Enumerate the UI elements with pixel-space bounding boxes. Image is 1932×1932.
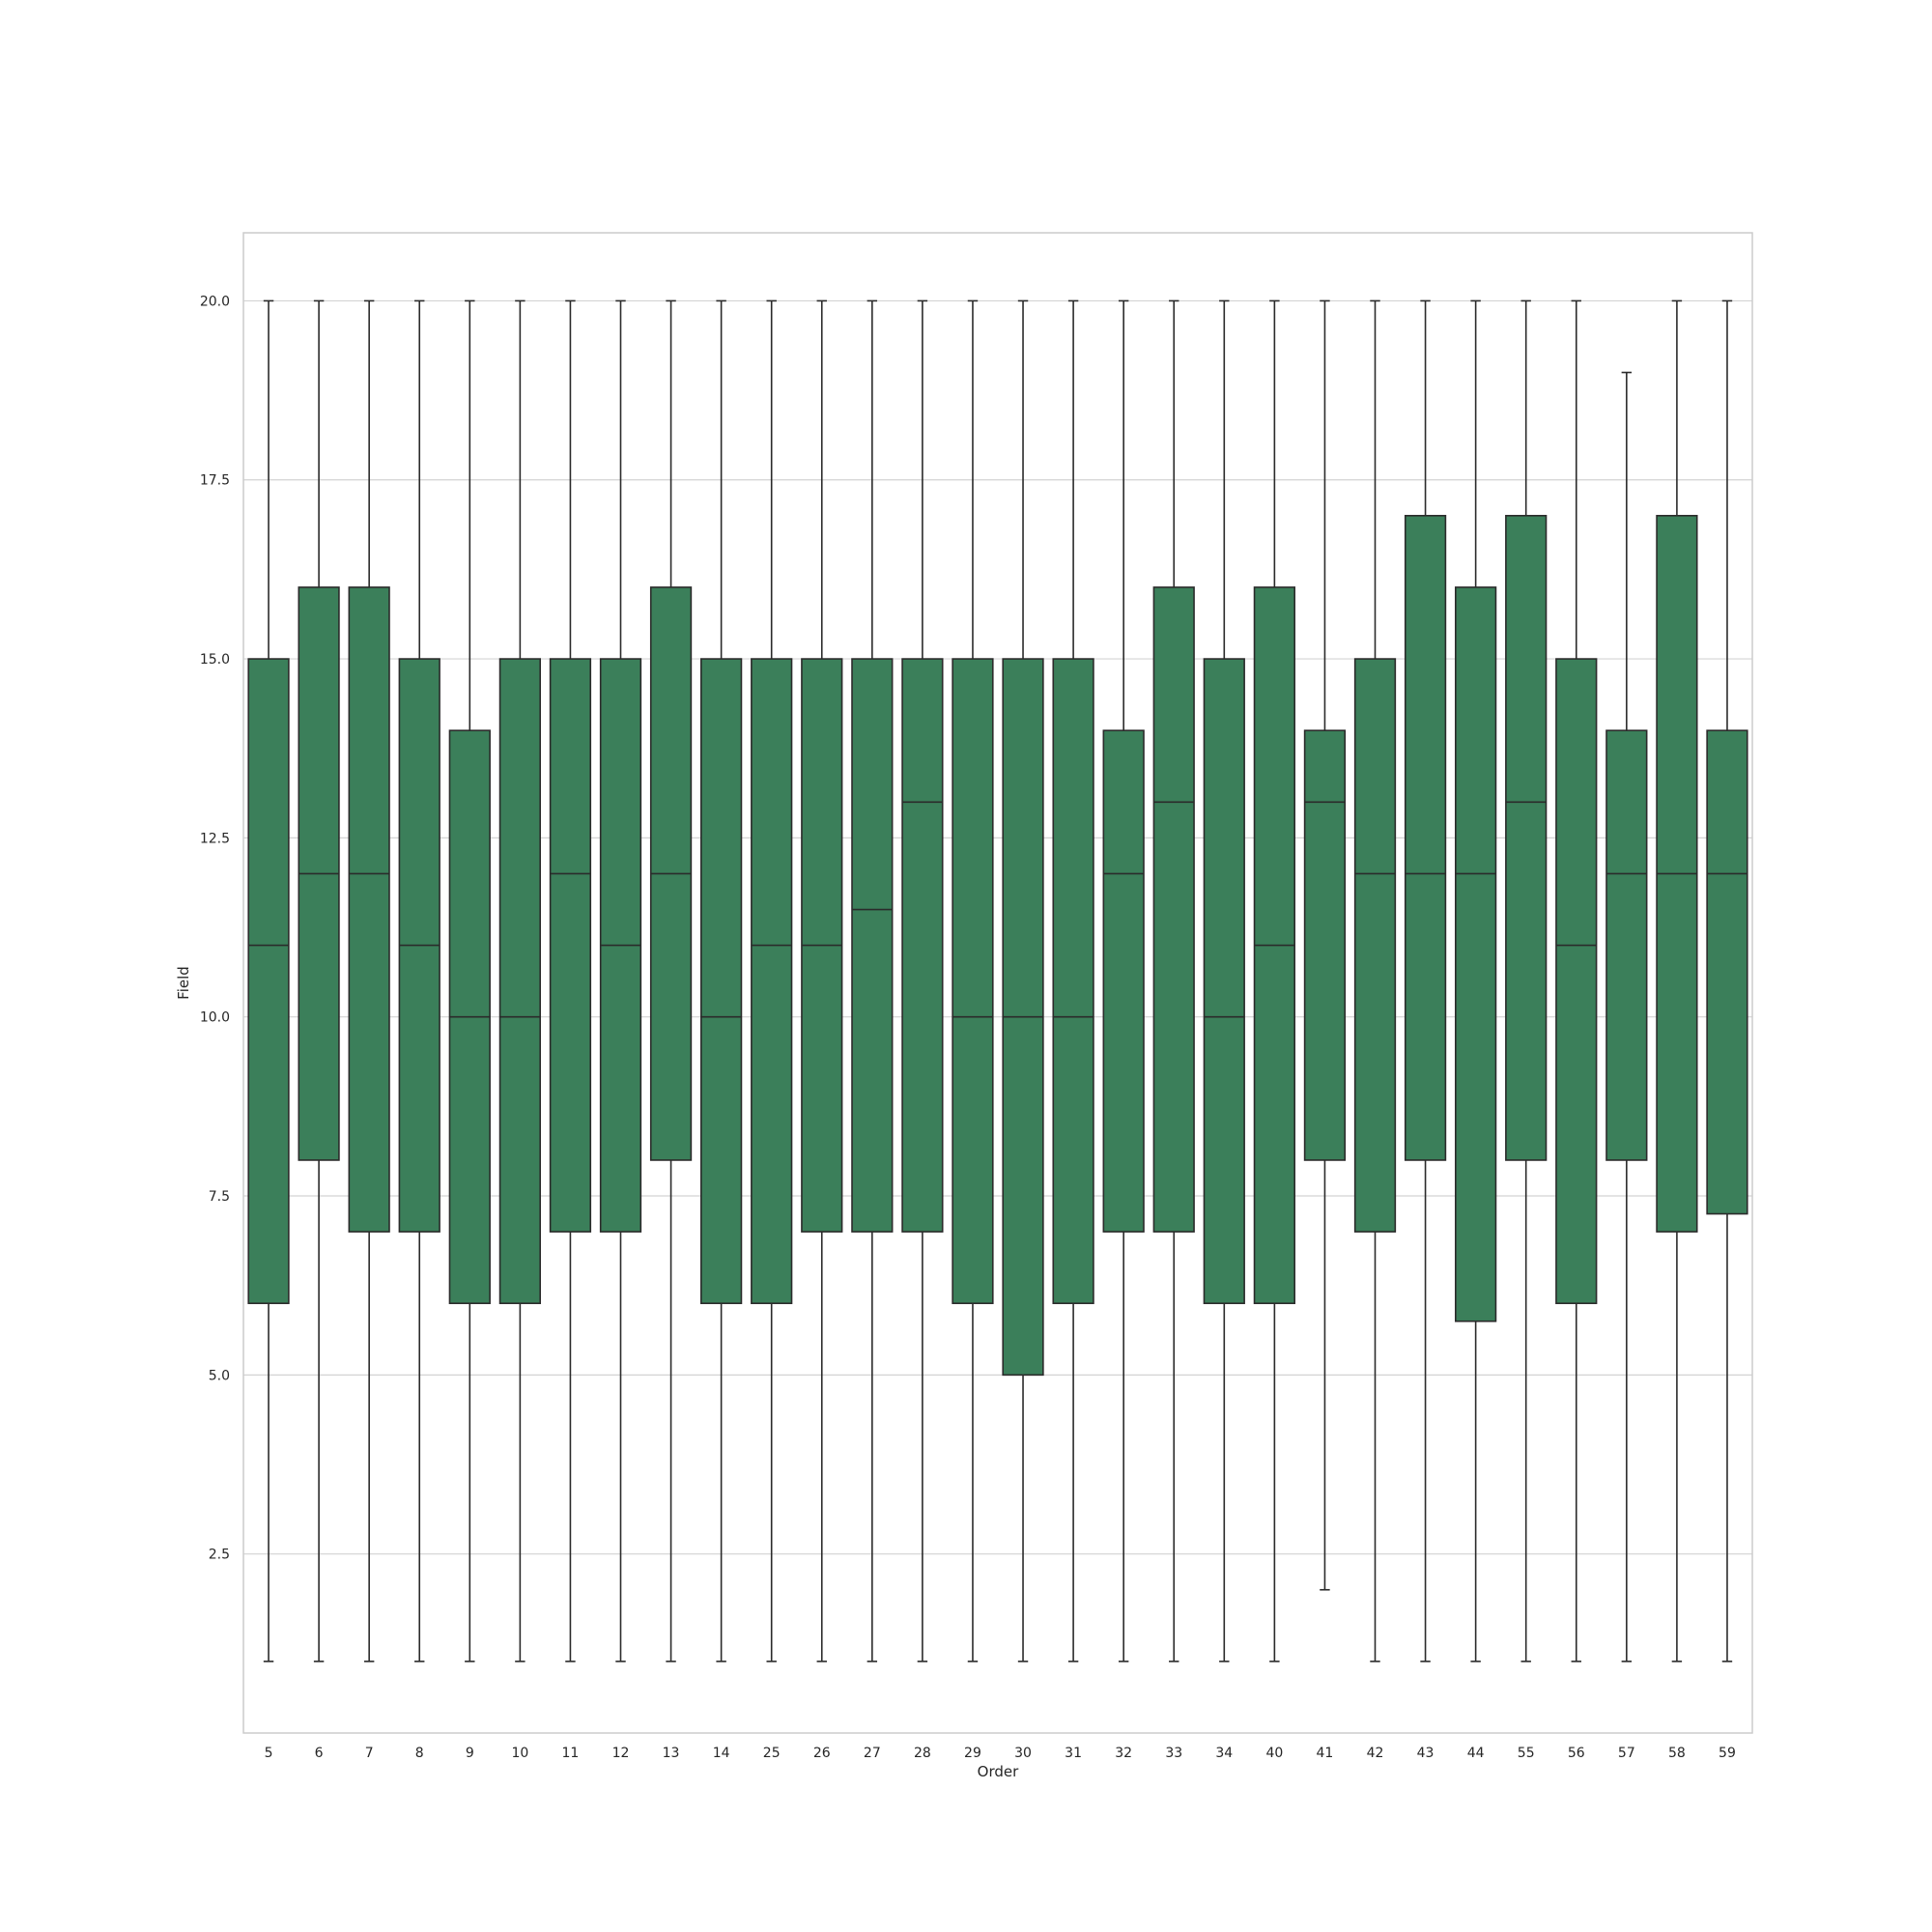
- box-56: [1555, 299, 1598, 1662]
- x-tick-label: 44: [1467, 1746, 1485, 1761]
- box-29: [952, 299, 994, 1662]
- box-iqr: [1404, 515, 1447, 1161]
- box-10: [498, 299, 541, 1662]
- x-tick-label: 12: [612, 1746, 630, 1761]
- box-iqr: [901, 658, 944, 1233]
- box-iqr: [1052, 658, 1094, 1305]
- box-42: [1353, 299, 1397, 1662]
- box-59: [1706, 299, 1748, 1662]
- box-32: [1102, 299, 1145, 1662]
- x-tick-label: 32: [1115, 1746, 1132, 1761]
- box-iqr: [1303, 729, 1347, 1161]
- box-13: [649, 299, 693, 1662]
- box-6: [298, 299, 340, 1662]
- box-iqr: [348, 586, 390, 1233]
- box-27: [851, 299, 894, 1662]
- x-tick-label: 31: [1065, 1746, 1082, 1761]
- y-tick-labels: 2.5 5.0 7.5 10.0 12.5 15.0 17.5 20.0: [200, 294, 230, 1562]
- x-tick-label: 6: [315, 1746, 324, 1761]
- x-tick-label: 13: [663, 1746, 680, 1761]
- box-58: [1656, 299, 1698, 1662]
- x-tick-label: 56: [1568, 1746, 1585, 1761]
- box-55: [1505, 299, 1548, 1662]
- box-25: [751, 299, 793, 1662]
- box-iqr: [1706, 729, 1748, 1215]
- box-iqr: [1455, 586, 1497, 1322]
- box-iqr: [1102, 729, 1145, 1233]
- y-tick-label: 17.5: [200, 473, 230, 489]
- y-tick-label: 10.0: [200, 1010, 230, 1026]
- x-tick-label: 57: [1618, 1746, 1635, 1761]
- y-tick-label: 12.5: [200, 831, 230, 846]
- box-iqr: [1203, 658, 1245, 1305]
- x-tick-label: 40: [1265, 1746, 1283, 1761]
- box-iqr: [700, 658, 743, 1305]
- box-iqr: [851, 658, 894, 1233]
- box-5: [247, 299, 290, 1662]
- x-tick-label: 29: [964, 1746, 981, 1761]
- x-tick-label: 30: [1014, 1746, 1032, 1761]
- box-57: [1605, 371, 1648, 1662]
- x-tick-label: 26: [813, 1746, 831, 1761]
- box-9: [448, 299, 491, 1662]
- box-iqr: [498, 658, 541, 1305]
- x-tick-label: 43: [1417, 1746, 1435, 1761]
- x-axis-label: Order: [978, 1763, 1019, 1780]
- x-tick-label: 14: [713, 1746, 730, 1761]
- box-44: [1455, 299, 1497, 1662]
- x-tick-label: 11: [562, 1746, 580, 1761]
- x-tick-label: 10: [511, 1746, 528, 1761]
- y-tick-label: 2.5: [209, 1548, 230, 1563]
- y-tick-label: 15.0: [200, 652, 230, 668]
- box-iqr: [1152, 586, 1195, 1233]
- box-31: [1052, 299, 1094, 1662]
- box-iqr: [1555, 658, 1598, 1305]
- x-tick-label: 7: [365, 1746, 374, 1761]
- x-tick-label: 41: [1317, 1746, 1334, 1761]
- box-33: [1152, 299, 1195, 1662]
- box-iqr: [549, 658, 592, 1233]
- x-tick-label: 9: [466, 1746, 474, 1761]
- x-tick-label: 34: [1215, 1746, 1233, 1761]
- boxes: [247, 299, 1748, 1662]
- box-8: [398, 299, 440, 1662]
- x-tick-label: 55: [1518, 1746, 1535, 1761]
- x-tick-label: 5: [265, 1746, 273, 1761]
- x-tick-label: 58: [1668, 1746, 1686, 1761]
- x-tick-label: 33: [1165, 1746, 1182, 1761]
- box-iqr: [952, 658, 994, 1305]
- box-iqr: [1353, 658, 1397, 1233]
- box-41: [1303, 299, 1347, 1591]
- box-28: [901, 299, 944, 1662]
- x-tick-label: 42: [1367, 1746, 1384, 1761]
- y-tick-label: 5.0: [209, 1368, 230, 1383]
- box-7: [348, 299, 390, 1662]
- box-34: [1203, 299, 1245, 1662]
- x-tick-labels: 5 6 7 8 9 10 11 12 13 14 25 26 27 28 29 30 31 32 33 34 40 41 4…: [265, 1746, 1736, 1761]
- y-tick-label: 7.5: [209, 1189, 230, 1205]
- box-iqr: [247, 658, 290, 1305]
- box-40: [1253, 299, 1295, 1662]
- y-axis-label: Field: [175, 966, 192, 1000]
- box-26: [801, 299, 843, 1662]
- x-tick-label: 59: [1719, 1746, 1736, 1761]
- y-tick-label: 20.0: [200, 294, 230, 309]
- box-iqr: [751, 658, 793, 1305]
- x-tick-label: 27: [864, 1746, 881, 1761]
- gridlines: [243, 299, 1752, 1555]
- x-tick-label: 28: [914, 1746, 931, 1761]
- x-tick-label: 25: [763, 1746, 781, 1761]
- box-30: [1002, 299, 1044, 1662]
- box-11: [549, 299, 592, 1662]
- box-14: [700, 299, 743, 1662]
- box-12: [599, 299, 642, 1662]
- box-iqr: [1605, 729, 1648, 1161]
- box-43: [1404, 299, 1447, 1662]
- plot-area-frame: [242, 232, 1753, 1734]
- box-iqr: [1505, 515, 1548, 1161]
- x-tick-label: 8: [415, 1746, 424, 1761]
